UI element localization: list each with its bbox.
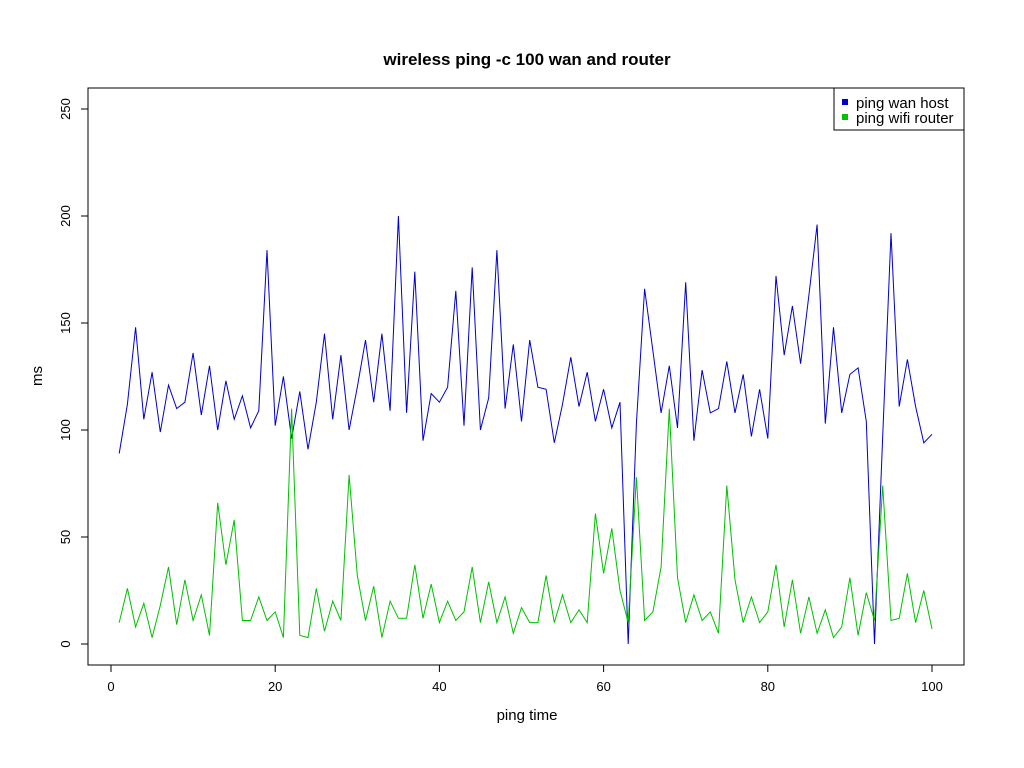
- x-tick-label: 60: [596, 679, 610, 694]
- legend-swatch-wan: [842, 99, 848, 105]
- y-tick-label: 0: [58, 640, 73, 647]
- x-axis-label: ping time: [497, 707, 558, 724]
- series-line-wifi-router: [118, 408, 933, 639]
- legend: ping wan host ping wifi router: [833, 87, 965, 131]
- y-axis: 0 50 100 150 200 250: [58, 98, 89, 648]
- x-tick-label: 40: [432, 679, 446, 694]
- x-axis: 0 20 40 60 80 100: [107, 664, 943, 694]
- legend-box: [833, 87, 965, 131]
- y-tick-label: 50: [58, 530, 73, 544]
- y-tick-label: 150: [58, 312, 73, 334]
- y-tick-label: 200: [58, 205, 73, 227]
- legend-label-router: ping wifi router: [856, 110, 954, 127]
- x-tick-label: 0: [107, 679, 114, 694]
- y-tick-label: 100: [58, 419, 73, 441]
- x-tick-label: 100: [921, 679, 943, 694]
- y-axis-label: ms: [29, 366, 46, 386]
- legend-swatch-router: [842, 114, 848, 120]
- series-line-wan-host: [118, 215, 933, 645]
- x-tick-label: 20: [268, 679, 282, 694]
- chart-title: wireless ping -c 100 wan and router: [382, 50, 671, 69]
- series-layer: [118, 215, 933, 645]
- x-tick-label: 80: [761, 679, 775, 694]
- legend-label-wan: ping wan host: [856, 95, 949, 112]
- y-tick-label: 250: [58, 98, 73, 120]
